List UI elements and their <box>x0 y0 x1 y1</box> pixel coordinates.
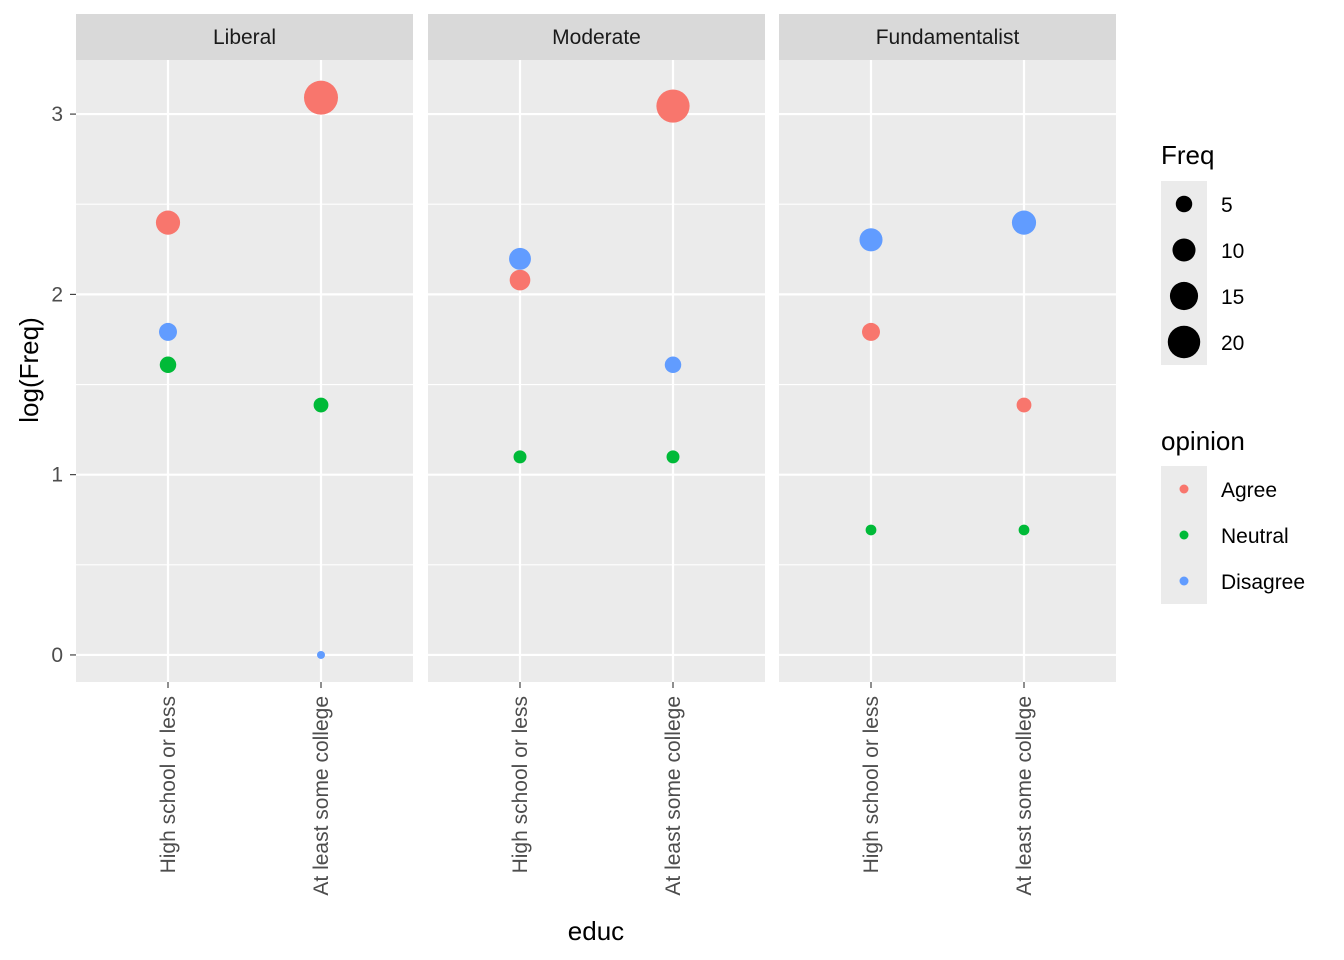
size-legend: Freq 5 10 15 20 <box>1161 140 1244 365</box>
strip-label-fundamentalist: Fundamentalist <box>876 26 1020 49</box>
panel-moderate: Moderate <box>428 14 765 682</box>
color-legend-symbol-disagree <box>1179 576 1189 586</box>
color-legend-title: opinion <box>1161 426 1245 456</box>
color-legend-symbol-neutral <box>1179 530 1189 540</box>
panel-background-fundamentalist <box>779 60 1116 682</box>
panel-fundamentalist: Fundamentalist <box>779 14 1116 682</box>
panel-background-moderate <box>428 60 765 682</box>
point-agree <box>656 89 690 123</box>
y-tick-label: 3 <box>51 103 63 126</box>
strip-liberal <box>76 14 413 60</box>
size-legend-symbol <box>1175 195 1193 213</box>
legend-layer: Freq 5 10 15 20 opinion Agree Neutral Disagree <box>1161 140 1305 604</box>
size-legend-label: 5 <box>1221 194 1233 217</box>
y-axis-title: log(Freq) <box>14 317 44 422</box>
x-tick-label: High school or less <box>860 696 883 873</box>
point-disagree <box>509 247 531 270</box>
point-neutral <box>513 450 527 464</box>
size-legend-symbol <box>1167 325 1201 359</box>
strip-fundamentalist <box>779 14 1116 60</box>
point-neutral <box>313 397 329 413</box>
point-disagree <box>859 228 883 252</box>
point-neutral <box>865 524 877 536</box>
point-disagree <box>1011 210 1037 235</box>
point-agree <box>509 269 531 291</box>
point-neutral <box>1018 524 1030 536</box>
point-disagree <box>159 322 177 341</box>
point-agree <box>862 322 880 341</box>
point-agree <box>1016 397 1032 413</box>
panels-layer: Liberal Moderate Fundamentalist <box>76 14 1116 682</box>
point-neutral <box>159 356 177 374</box>
size-legend-symbol <box>1169 281 1199 311</box>
size-legend-symbol <box>1172 238 1196 262</box>
point-disagree <box>664 356 682 374</box>
point-agree <box>304 80 338 115</box>
size-legend-label: 15 <box>1221 286 1244 309</box>
size-legend-label: 20 <box>1221 332 1244 355</box>
point-neutral <box>666 450 680 464</box>
color-legend-symbol-agree <box>1179 484 1189 494</box>
y-tick-label: 2 <box>51 283 63 306</box>
point-agree <box>155 210 181 235</box>
x-tick-label: At least some college <box>662 696 685 896</box>
color-legend-label-neutral: Neutral <box>1221 525 1289 548</box>
size-legend-title: Freq <box>1161 140 1214 170</box>
panel-background-liberal <box>76 60 413 682</box>
y-tick-label: 1 <box>51 464 63 487</box>
y-tick-label: 0 <box>51 644 63 667</box>
axes-layer: High school or less At least some college… <box>51 103 1036 896</box>
size-legend-label: 10 <box>1221 240 1244 263</box>
strip-label-liberal: Liberal <box>213 26 276 49</box>
color-legend-label-agree: Agree <box>1221 479 1277 502</box>
color-legend: opinion Agree Neutral Disagree <box>1161 426 1305 604</box>
strip-label-moderate: Moderate <box>552 26 641 49</box>
strip-moderate <box>428 14 765 60</box>
panel-liberal: Liberal <box>76 14 413 682</box>
color-legend-label-disagree: Disagree <box>1221 571 1305 594</box>
x-tick-label: At least some college <box>310 696 333 896</box>
point-disagree <box>317 650 325 659</box>
x-axis-title: educ <box>568 916 624 946</box>
x-tick-label: At least some college <box>1013 696 1036 896</box>
x-tick-label: High school or less <box>509 696 532 873</box>
x-tick-label: High school or less <box>157 696 180 873</box>
